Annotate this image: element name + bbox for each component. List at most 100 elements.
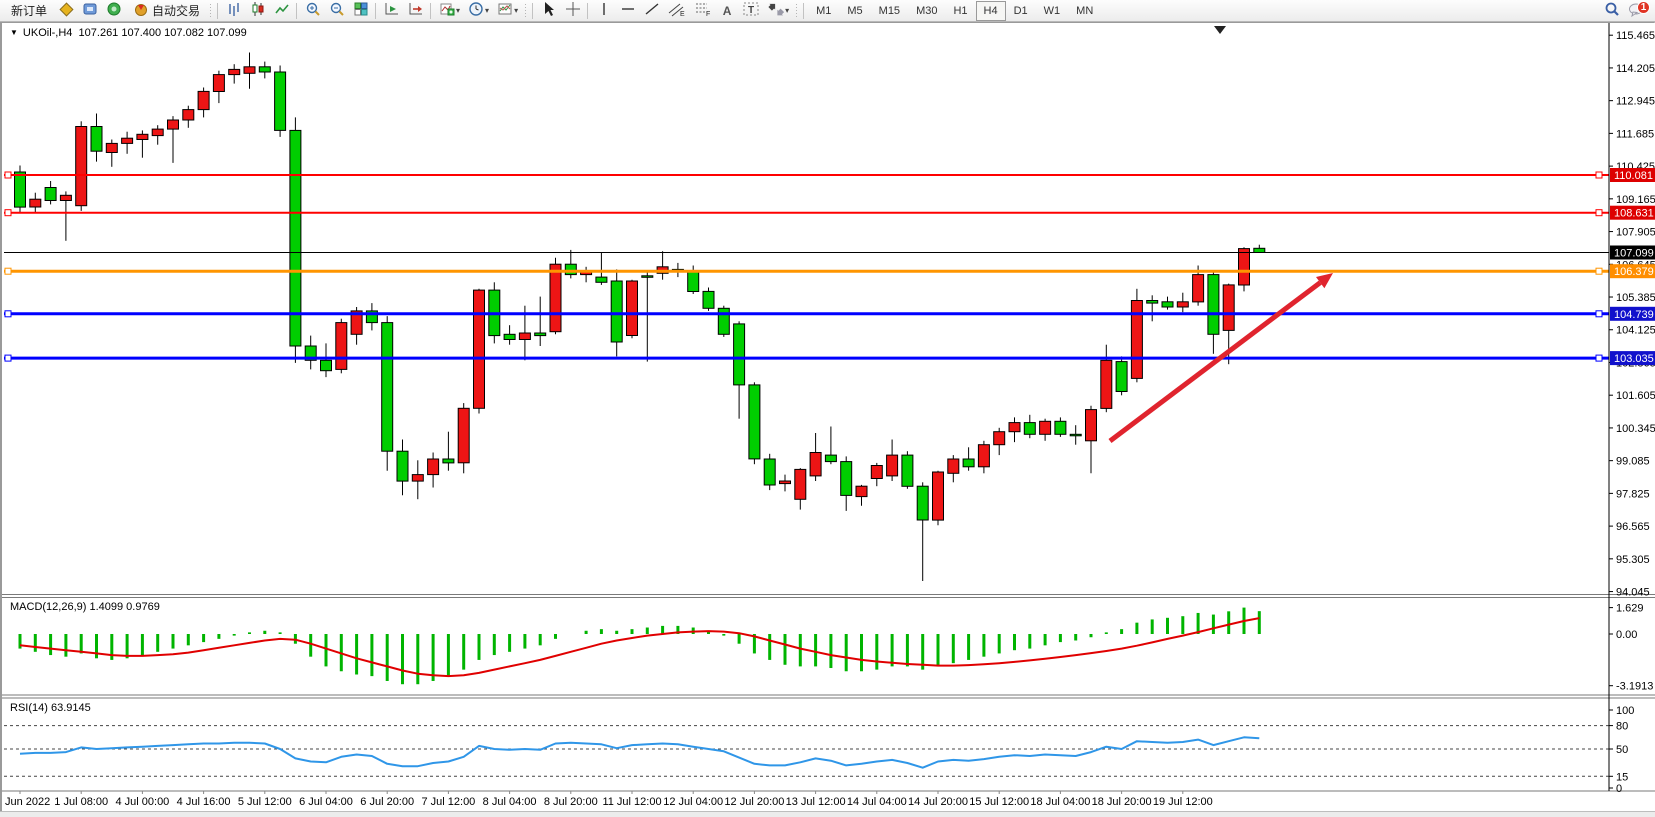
indicators-icon (439, 1, 455, 20)
svg-text:6 Jul 04:00: 6 Jul 04:00 (299, 796, 353, 808)
chevron-down-icon: ▾ (785, 6, 790, 15)
svg-text:15: 15 (1616, 771, 1628, 783)
horizontal-line-objects[interactable] (4, 171, 1609, 362)
timeframe-m30-button[interactable]: M30 (916, 4, 938, 17)
auto-scroll-button[interactable] (380, 1, 404, 21)
templates-icon (497, 1, 513, 20)
toolbar: 新订单 自动交易 ▾ ▾ ▾ E F A T ▾ M1 M5 M15 M30 H1 H4 D… (0, 0, 1655, 22)
svg-text:101.605: 101.605 (1616, 390, 1655, 402)
signals-button[interactable] (102, 1, 126, 21)
indicators-button[interactable]: ▾ (435, 1, 464, 21)
symbol-ohlc-label[interactable]: ▼ UKOil-,H4 107.261 107.400 107.082 107.0… (10, 27, 247, 39)
svg-text:105.385: 105.385 (1616, 292, 1655, 304)
trendline-button[interactable] (640, 1, 664, 21)
cursor-icon (541, 1, 557, 20)
svg-text:5 Jul 12:00: 5 Jul 12:00 (238, 796, 292, 808)
price-axis[interactable] (1610, 23, 1655, 791)
timeframe-m15-button[interactable]: M15 (878, 4, 901, 17)
timeframe-mn-button[interactable]: MN (1076, 4, 1094, 17)
timeframe-d1-button[interactable]: D1 (1013, 4, 1028, 17)
horizontal-line-icon (620, 1, 636, 20)
time-axis[interactable] (2, 791, 1655, 812)
svg-text:100.345: 100.345 (1616, 423, 1655, 435)
price-tags: 110.081 108.631 107.099 106.379 104.739 103.0… (1610, 168, 1655, 366)
autotrading-icon (133, 1, 149, 20)
equidistant-channel-button[interactable]: E (664, 1, 690, 21)
chevron-down-icon: ▾ (485, 6, 490, 15)
timeframe-h4-button[interactable]: H4 (975, 0, 1006, 21)
gold-badge-button[interactable] (54, 1, 78, 21)
svg-text:15 Jul 12:00: 15 Jul 12:00 (969, 796, 1029, 808)
candlestick-chart-button[interactable] (246, 1, 270, 21)
candles (14, 52, 1266, 581)
macd-axis-ticks: 1.629 0.00 -3.1913 (1609, 603, 1653, 693)
svg-text:11 Jul 12:00: 11 Jul 12:00 (602, 796, 661, 808)
time-axis-labels: 30 Jun 2022 1 Jul 08:00 4 Jul 00:00 4 Jul 1… (0, 791, 1213, 808)
svg-text:109.165: 109.165 (1616, 194, 1655, 206)
svg-text:8 Jul 04:00: 8 Jul 04:00 (483, 796, 537, 808)
autotrading-button[interactable]: 自动交易 (126, 1, 207, 21)
macd-indicator-label: MACD(12,26,9) 1.4099 0.9769 (10, 601, 160, 613)
svg-text:95.305: 95.305 (1616, 554, 1650, 566)
svg-text:-3.1913: -3.1913 (1616, 681, 1653, 693)
svg-text:104.125: 104.125 (1616, 325, 1655, 337)
symbol-dropdown-icon[interactable]: ▼ (10, 28, 18, 37)
svg-text:108.631: 108.631 (1614, 208, 1654, 220)
svg-text:94.045: 94.045 (1616, 587, 1650, 599)
crosshair-button[interactable] (561, 1, 585, 21)
svg-text:111.685: 111.685 (1616, 128, 1654, 140)
vertical-line-icon (596, 1, 612, 20)
svg-text:19 Jul 12:00: 19 Jul 12:00 (1153, 796, 1213, 808)
auto-scroll-icon (384, 1, 400, 20)
timeframe-h1-button[interactable]: H1 (953, 4, 968, 17)
svg-text:1 Jul 08:00: 1 Jul 08:00 (54, 796, 108, 808)
svg-text:106.379: 106.379 (1614, 266, 1654, 278)
cursor-button[interactable] (537, 1, 561, 21)
svg-text:4 Jul 00:00: 4 Jul 00:00 (115, 796, 169, 808)
periods-button[interactable]: ▾ (464, 1, 493, 21)
rsi-indicator-label: RSI(14) 63.9145 (10, 702, 91, 714)
zoom-out-button[interactable] (325, 1, 349, 21)
svg-text:14 Jul 04:00: 14 Jul 04:00 (847, 796, 907, 808)
svg-text:103.035: 103.035 (1614, 353, 1654, 365)
tile-windows-button[interactable] (349, 1, 373, 21)
horizontal-line-button[interactable] (616, 1, 640, 21)
equidistant-channel-icon: E (668, 1, 686, 20)
text-label-button[interactable]: T (738, 1, 764, 21)
panel-separators[interactable] (2, 594, 1655, 792)
svg-text:8 Jul 20:00: 8 Jul 20:00 (544, 796, 598, 808)
fibonacci-button[interactable]: F (690, 1, 716, 21)
svg-text:114.205: 114.205 (1616, 63, 1655, 75)
metaeditor-button[interactable] (78, 1, 102, 21)
chart-shift-marker[interactable] (1214, 26, 1226, 34)
new-order-button[interactable]: 新订单 (4, 1, 54, 21)
arrows-button[interactable]: ▾ (764, 1, 793, 21)
metaeditor-icon (82, 1, 98, 20)
crosshair-icon (565, 1, 581, 20)
zoom-in-button[interactable] (301, 1, 325, 21)
svg-text:107.099: 107.099 (1614, 248, 1654, 260)
bar-chart-button[interactable] (222, 1, 246, 21)
line-chart-button[interactable] (270, 1, 294, 21)
chart-window: ▼ UKOil-,H4 107.261 107.400 107.082 107.0… (0, 22, 1655, 812)
vertical-line-button[interactable] (592, 1, 616, 21)
svg-text:12 Jul 04:00: 12 Jul 04:00 (663, 796, 723, 808)
chart-surface[interactable]: 115.465 114.205 112.945 111.685 110.425 109.1… (0, 23, 1655, 817)
chart-shift-button[interactable] (404, 1, 428, 21)
timeframe-m5-button[interactable]: M5 (847, 4, 863, 17)
svg-text:0.00: 0.00 (1616, 629, 1637, 641)
search-button[interactable] (1599, 1, 1625, 21)
chart-shift-icon (408, 1, 424, 20)
trend-arrow[interactable] (1108, 273, 1333, 443)
window-resize-strip (0, 811, 1655, 817)
text-button[interactable]: A (716, 1, 738, 21)
zoom-in-icon (305, 1, 321, 20)
signals-icon (106, 1, 122, 20)
svg-text:6 Jul 20:00: 6 Jul 20:00 (360, 796, 414, 808)
templates-button[interactable]: ▾ (493, 1, 522, 21)
chevron-down-icon: ▾ (456, 6, 461, 15)
timeframe-m1-button[interactable]: M1 (816, 4, 832, 17)
chat-button[interactable]: 1 (1625, 1, 1650, 21)
timeframe-w1-button[interactable]: W1 (1043, 4, 1061, 17)
bar-chart-icon (226, 1, 242, 20)
